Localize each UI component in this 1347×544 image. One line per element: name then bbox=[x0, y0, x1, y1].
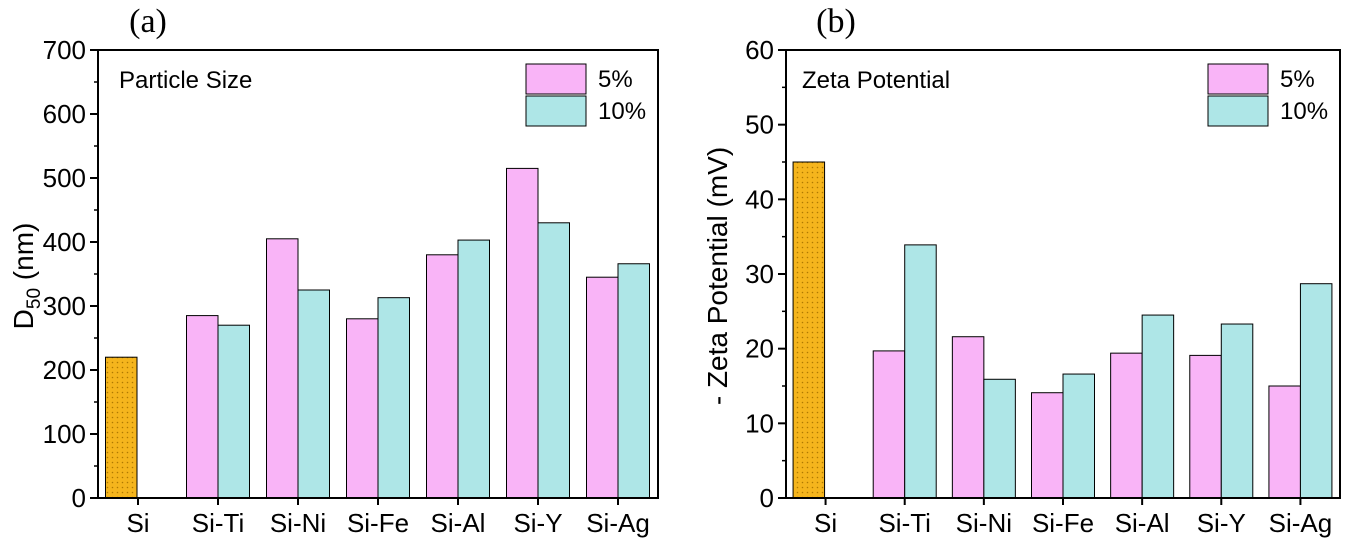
y-tick-label: 0 bbox=[72, 483, 86, 513]
x-tick-label: Si bbox=[814, 508, 837, 538]
x-tick-label: Si-Ag bbox=[586, 508, 650, 538]
bar-10pct-si-ti-b bbox=[904, 244, 937, 499]
x-tick-label: Si bbox=[126, 508, 149, 538]
y-tick-label: 40 bbox=[745, 184, 774, 214]
panel-a-title: Particle Size bbox=[119, 67, 252, 94]
bar-10pct-si-ag-b bbox=[1299, 283, 1333, 499]
bar-10pct-si-ni-b bbox=[983, 378, 1016, 499]
bar-10pct-si-fe-a bbox=[377, 297, 410, 499]
legend-swatch bbox=[525, 95, 587, 127]
bar-si-b bbox=[792, 161, 826, 499]
y-tick-label: 600 bbox=[43, 99, 86, 129]
x-tick-label: Si-Fe bbox=[347, 508, 409, 538]
legend-label: 5% bbox=[598, 66, 633, 93]
x-tick-label: Si-Al bbox=[431, 508, 486, 538]
y-tick-label: 700 bbox=[43, 35, 86, 65]
y-tick-label: 100 bbox=[43, 419, 86, 449]
panel-a-label: (a) bbox=[129, 3, 167, 40]
y-tick-label: 200 bbox=[43, 355, 86, 385]
panel-b-plot: Si Si-Ti Si-Ni Si-Fe Si-Al Si-Y Si-Ag 0 10 20 30 40… bbox=[745, 35, 1341, 538]
bar-10pct-si-y-a bbox=[537, 222, 570, 499]
panel-a-ylabel: D50 (nm) bbox=[8, 223, 45, 330]
y-tick-label: 10 bbox=[745, 408, 774, 438]
x-tick-label: Si-Ni bbox=[956, 508, 1012, 538]
y-tick-label: 300 bbox=[43, 291, 86, 321]
bar-10pct-si-al-b bbox=[1141, 314, 1175, 499]
bar-10pct-si-al-a bbox=[457, 239, 490, 499]
y-tick-label: 500 bbox=[43, 163, 86, 193]
bar-5pct-si-ti-a bbox=[186, 315, 219, 499]
bar-5pct-si-y-a bbox=[506, 167, 539, 499]
legend-label: 10% bbox=[1280, 98, 1328, 125]
bar-5pct-si-ni-a bbox=[266, 238, 299, 499]
bar-5pct-si-ag-b bbox=[1268, 385, 1301, 499]
x-tick-label: Si-Fe bbox=[1032, 508, 1094, 538]
plot-frame bbox=[785, 49, 1341, 499]
x-tick-label: Si-Ni bbox=[270, 508, 326, 538]
x-tick-label: Si-Al bbox=[1115, 508, 1170, 538]
bar-10pct-si-y-b bbox=[1220, 323, 1254, 499]
bar-5pct-si-ag-a bbox=[586, 276, 619, 499]
panel-b-label: (b) bbox=[816, 3, 856, 40]
panel-b-title: Zeta Potential bbox=[802, 67, 950, 94]
x-tick-label: Si-Y bbox=[1197, 508, 1246, 538]
legend-label: 10% bbox=[598, 98, 646, 125]
bar-10pct-si-ag-a bbox=[617, 263, 650, 499]
y-tick-label: 0 bbox=[760, 483, 774, 513]
bar-10pct-si-fe-b bbox=[1062, 373, 1095, 499]
x-tick-label: Si-Ag bbox=[1269, 508, 1333, 538]
legend-label: 5% bbox=[1280, 66, 1315, 93]
bar-10pct-si-ti-a bbox=[217, 324, 250, 499]
bar-5pct-si-al-b bbox=[1110, 352, 1143, 499]
bar-5pct-si-fe-a bbox=[346, 318, 379, 499]
y-tick-label: 50 bbox=[745, 110, 774, 140]
bar-si-a bbox=[105, 356, 138, 499]
bar-5pct-si-ti-b bbox=[872, 350, 906, 499]
bar-5pct-si-fe-b bbox=[1031, 392, 1064, 499]
y-tick-label: 20 bbox=[745, 334, 774, 364]
y-tick-label: 30 bbox=[745, 259, 774, 289]
panel-a: (a) Particle Size D50 (nm) Si Si-Ti Si-Ni S… bbox=[8, 3, 659, 538]
bar-5pct-si-al-a bbox=[426, 254, 459, 499]
legend-swatch bbox=[1207, 63, 1269, 95]
panel-a-plot: Si Si-Ti Si-Ni Si-Fe Si-Al Si-Y Si-Ag 0 100 200 30… bbox=[43, 35, 659, 538]
y-tick-label: 400 bbox=[43, 227, 86, 257]
y-tick-label: 60 bbox=[745, 35, 774, 65]
bar-10pct-si-ni-a bbox=[297, 289, 330, 499]
bar-5pct-si-y-b bbox=[1189, 354, 1222, 499]
panel-a-legend: 5%10% bbox=[525, 63, 646, 127]
x-tick-label: Si-Y bbox=[513, 508, 562, 538]
plot-frame bbox=[97, 49, 659, 499]
legend-swatch bbox=[525, 63, 587, 95]
x-tick-label: Si-Ti bbox=[878, 508, 930, 538]
legend-swatch bbox=[1207, 95, 1269, 127]
panel-b-ylabel: - Zeta Potential (mV) bbox=[702, 147, 733, 405]
panel-b-legend: 5%10% bbox=[1207, 63, 1328, 127]
bar-5pct-si-ni-b bbox=[951, 336, 985, 499]
x-tick-label: Si-Ti bbox=[192, 508, 244, 538]
panel-b: (b) Zeta Potential - Zeta Potential (mV)… bbox=[702, 3, 1341, 538]
